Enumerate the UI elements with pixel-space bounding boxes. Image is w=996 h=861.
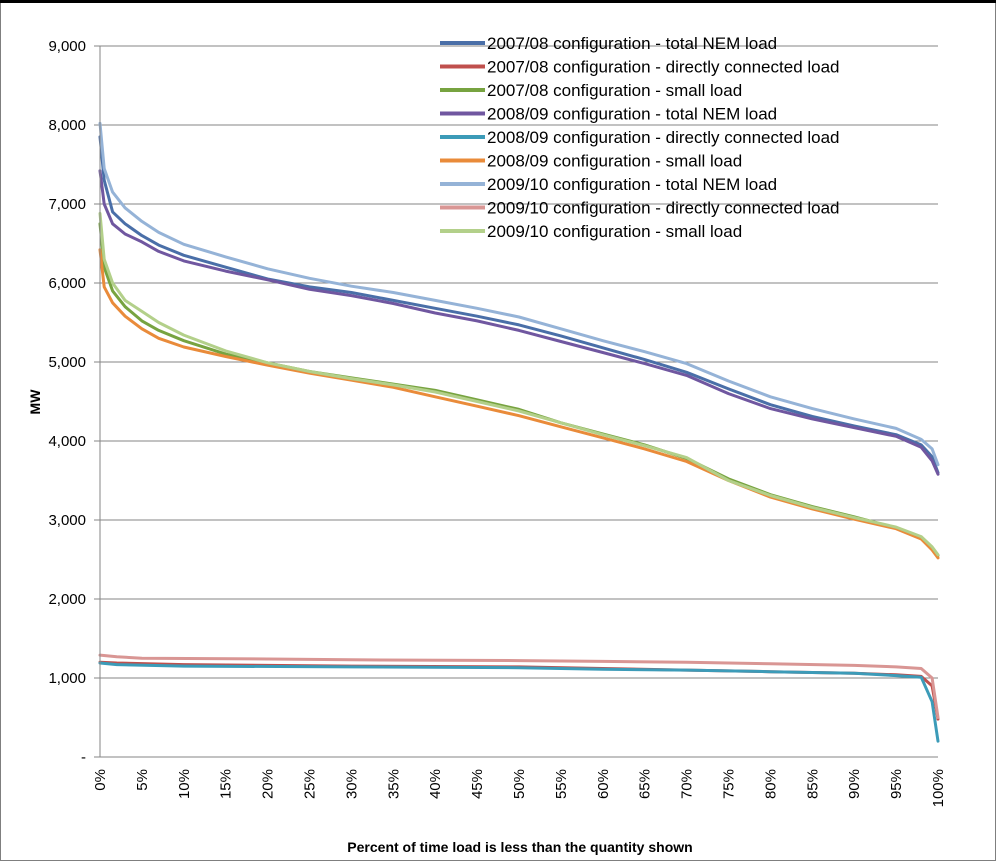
y-tick-label: 1,000 [48,670,86,687]
y-tick-label: 8,000 [48,117,86,134]
y-tick-label: - [81,749,86,766]
legend-label-7: 2009/10 configuration - total NEM load [487,175,777,194]
legend-label-3: 2007/08 configuration - small load [487,81,742,100]
x-tick-label: 95% [888,769,905,799]
series-line-3 [98,222,940,557]
series-line-9 [98,212,940,557]
x-tick-label: 20% [260,769,277,799]
x-tick-label: 25% [302,769,319,799]
x-tick-label: 70% [679,769,696,799]
y-tick-label: 6,000 [48,275,86,292]
series-line-2 [98,660,940,721]
x-tick-label: 80% [762,769,779,799]
y-tick-label: 2,000 [48,591,86,608]
series-line-5 [98,661,940,743]
x-tick-label: 10% [176,769,193,799]
series-lines [98,121,940,743]
gridlines [94,45,938,758]
x-tick-label: 30% [343,769,360,799]
series-line-6 [98,248,940,560]
x-tick-label: 75% [721,769,738,799]
legend-label-2: 2007/08 configuration - directly connect… [487,58,840,77]
x-axis-title: Percent of time load is less than the qu… [347,839,692,855]
y-tick-labels: - 1,000 2,000 3,000 4,000 5,000 6,000 7,000 8,00… [48,38,86,766]
y-tick-label: 4,000 [48,433,86,450]
x-tick-label: 35% [385,769,402,799]
legend-label-5: 2008/09 configuration - directly connect… [487,128,840,147]
y-axis-title: MW [27,389,43,415]
top-border-line [0,0,996,3]
y-tick-label: 7,000 [48,196,86,213]
legend-label-4: 2008/09 configuration - total NEM load [487,105,777,124]
x-tick-label: 5% [134,769,151,791]
x-tick-label: 55% [553,769,570,799]
x-tick-label: 90% [846,769,863,799]
legend: 2007/08 configuration - total NEM load 20… [440,34,840,241]
legend-label-6: 2008/09 configuration - small load [487,152,742,171]
legend-label-1: 2007/08 configuration - total NEM load [487,34,777,53]
series-line-1 [98,135,940,475]
x-tick-label: 100% [930,769,947,807]
x-tick-label: 65% [637,769,654,799]
series-line-8 [98,653,940,719]
axes [99,46,938,758]
y-tick-label: 5,000 [48,354,86,371]
x-tick-label: 50% [511,769,528,799]
legend-label-8: 2009/10 configuration - directly connect… [487,199,840,218]
legend-label-9: 2009/10 configuration - small load [487,222,742,241]
x-tick-label: 40% [427,769,444,799]
y-tick-label: 9,000 [48,38,86,55]
series-line-7 [98,121,940,467]
series-line-4 [98,169,940,476]
x-tick-label: 0% [92,769,109,791]
x-tick-label: 85% [804,769,821,799]
x-tick-label: 45% [469,769,486,799]
x-tick-label: 60% [595,769,612,799]
y-tick-label: 3,000 [48,512,86,529]
x-tick-labels: 0% 5% 10% 15% 20% 25% 30% 35% 40% 45% 50% 55% 60% 65%… [92,769,947,807]
x-tick-label: 15% [218,769,235,799]
